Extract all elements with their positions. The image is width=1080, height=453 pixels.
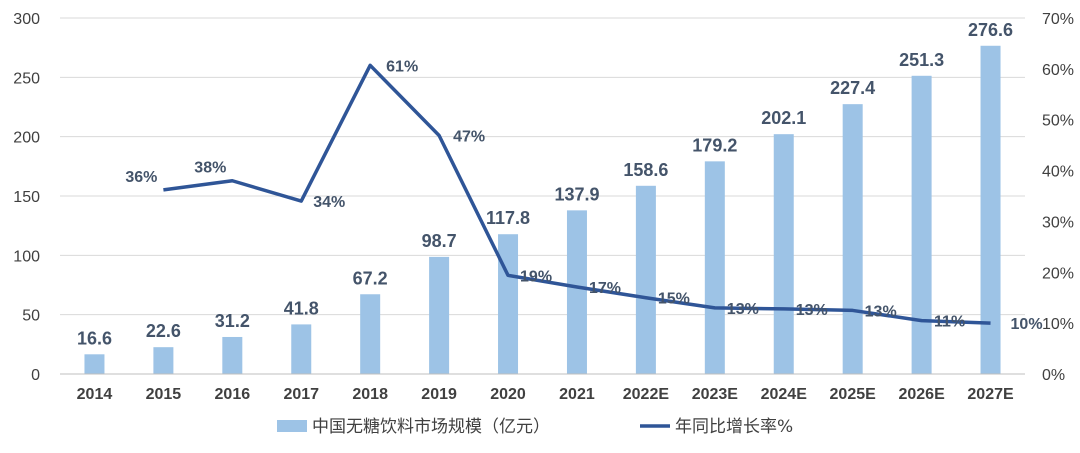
x-tick-label: 2015 <box>146 386 182 403</box>
bar <box>222 336 243 374</box>
growth-line <box>163 63 991 325</box>
bar-value-label: 276.6 <box>968 20 1013 40</box>
left-tick-label: 50 <box>22 308 40 325</box>
bar-data-labels: 16.6 22.6 31.2 41.8 67.2 98.7 117.8 137.9 158.6 1… <box>77 20 1013 349</box>
bar <box>980 45 1001 374</box>
x-tick-label: 2016 <box>215 386 251 403</box>
bar <box>911 75 932 375</box>
right-tick-label: 0% <box>1042 367 1065 384</box>
gridlines <box>60 17 1025 375</box>
legend-label-line: 年同比增长率% <box>675 417 793 437</box>
x-tick-label: 2024E <box>761 386 808 403</box>
legend-swatch-bar <box>277 420 307 432</box>
line-value-label: 13% <box>796 302 828 319</box>
line-value-label: 19% <box>520 268 552 285</box>
x-tick-label: 2017 <box>283 386 319 403</box>
left-tick-label: 200 <box>13 130 40 147</box>
line-value-label: 13% <box>865 303 897 320</box>
bar-value-label: 22.6 <box>146 321 181 341</box>
line-value-label: 15% <box>658 291 690 308</box>
line-value-label: 34% <box>313 194 345 211</box>
bar-value-label: 158.6 <box>623 160 668 180</box>
bar-value-label: 98.7 <box>422 231 457 251</box>
x-tick-label: 2018 <box>352 386 388 403</box>
line-data-labels: 36% 38% 34% 61% 47% 19% 17% 15% 13% 13% 13% 11% 10% <box>125 58 1042 333</box>
bar-value-label: 117.8 <box>486 208 530 228</box>
x-tick-label: 2020 <box>490 386 526 403</box>
bar <box>153 347 174 374</box>
right-tick-label: 30% <box>1042 214 1074 231</box>
x-tick-label: 2019 <box>421 386 457 403</box>
bar-value-label: 251.3 <box>899 50 944 70</box>
bar <box>566 210 587 374</box>
bar-value-label: 137.9 <box>554 184 599 204</box>
x-tick-label: 2023E <box>692 386 739 403</box>
left-tick-label: 300 <box>13 11 40 28</box>
right-tick-label: 60% <box>1042 62 1074 79</box>
bar <box>84 354 105 374</box>
line-value-label: 61% <box>386 58 418 75</box>
x-tick-label: 2014 <box>77 386 113 403</box>
left-tick-label: 100 <box>13 248 40 265</box>
bar-value-label: 31.2 <box>215 311 250 331</box>
x-tick-label: 2025E <box>830 386 877 403</box>
line-value-label: 38% <box>194 160 226 177</box>
left-tick-label: 250 <box>13 70 40 87</box>
bar <box>429 256 450 374</box>
bar <box>704 161 725 374</box>
bar-value-label: 202.1 <box>761 108 806 128</box>
line-value-label: 13% <box>727 301 759 318</box>
bar <box>773 134 794 374</box>
x-tick-label: 2021 <box>559 386 595 403</box>
right-tick-label: 40% <box>1042 164 1074 181</box>
bar-value-label: 67.2 <box>353 268 388 288</box>
x-tick-label: 2022E <box>623 386 670 403</box>
right-tick-label: 50% <box>1042 113 1074 130</box>
line-value-label: 36% <box>125 169 157 186</box>
left-tick-label: 150 <box>13 189 40 206</box>
x-tick-label: 2027E <box>967 386 1014 403</box>
bar <box>360 294 381 374</box>
left-tick-label: 0 <box>31 367 40 384</box>
x-axis: 2014 2015 2016 2017 2018 2019 2020 2021 2022E 202… <box>60 373 1025 403</box>
legend: 中国无糖饮料市场规模（亿元） 年同比增长率% <box>277 417 793 437</box>
line-value-label: 47% <box>453 128 485 145</box>
bar <box>635 185 656 374</box>
right-y-axis: 0% 10% 20% 30% 40% 50% 60% 70% <box>1042 11 1074 384</box>
bar-value-label: 16.6 <box>77 328 112 348</box>
bar <box>842 104 863 374</box>
right-tick-label: 20% <box>1042 265 1074 282</box>
left-y-axis: 0 50 100 150 200 250 300 <box>13 11 40 384</box>
legend-label-bar: 中国无糖饮料市场规模（亿元） <box>312 417 550 437</box>
line-value-label: 10% <box>1011 316 1043 333</box>
bar <box>498 234 519 374</box>
bar-value-label: 227.4 <box>830 78 875 98</box>
bar <box>291 324 312 374</box>
line-value-label: 17% <box>589 280 621 297</box>
bar-value-label: 179.2 <box>692 135 737 155</box>
line-value-label: 11% <box>934 314 965 331</box>
line-series <box>163 63 991 325</box>
bar-value-label: 41.8 <box>284 298 319 318</box>
right-tick-label: 70% <box>1042 11 1074 28</box>
right-tick-label: 10% <box>1042 316 1074 333</box>
bar-series <box>84 45 1001 375</box>
x-tick-label: 2026E <box>898 386 945 403</box>
